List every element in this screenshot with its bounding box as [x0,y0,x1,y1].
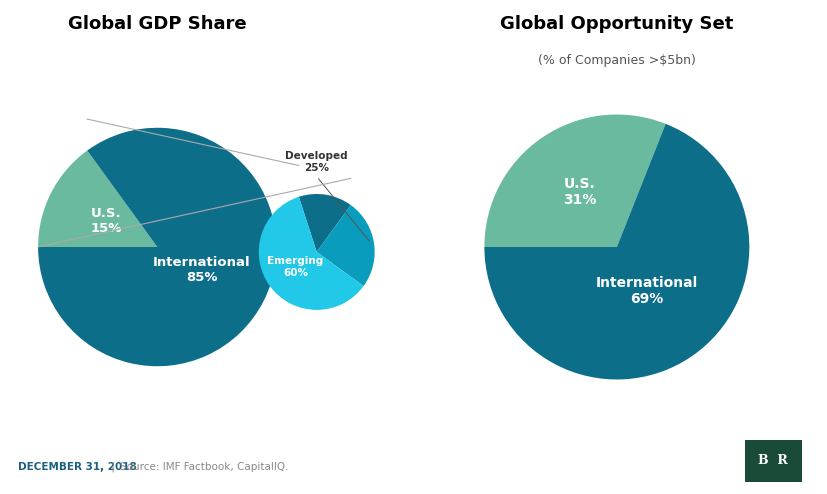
Text: DECEMBER 31, 2018: DECEMBER 31, 2018 [18,462,136,472]
Wedge shape [259,197,363,310]
Wedge shape [38,128,276,366]
Text: |: | [108,461,117,472]
Text: Global GDP Share: Global GDP Share [68,15,246,33]
Text: Global Opportunity Set: Global Opportunity Set [500,15,733,33]
Wedge shape [38,151,157,247]
Text: Developed
25%: Developed 25% [285,151,347,173]
Text: U.S.
15%: U.S. 15% [90,207,122,235]
Text: Source: IMF Factbook, CapitalIQ.: Source: IMF Factbook, CapitalIQ. [120,462,289,472]
Wedge shape [316,205,374,286]
Text: U.S.
31%: U.S. 31% [562,177,595,207]
Text: Emerging
60%: Emerging 60% [267,256,323,278]
Wedge shape [484,115,665,247]
Text: International
85%: International 85% [153,256,251,284]
Text: International
69%: International 69% [595,276,697,306]
Text: B  R: B R [758,454,787,467]
Wedge shape [299,194,351,252]
Wedge shape [484,124,748,379]
Text: (% of Companies >$5bn): (% of Companies >$5bn) [538,54,695,67]
